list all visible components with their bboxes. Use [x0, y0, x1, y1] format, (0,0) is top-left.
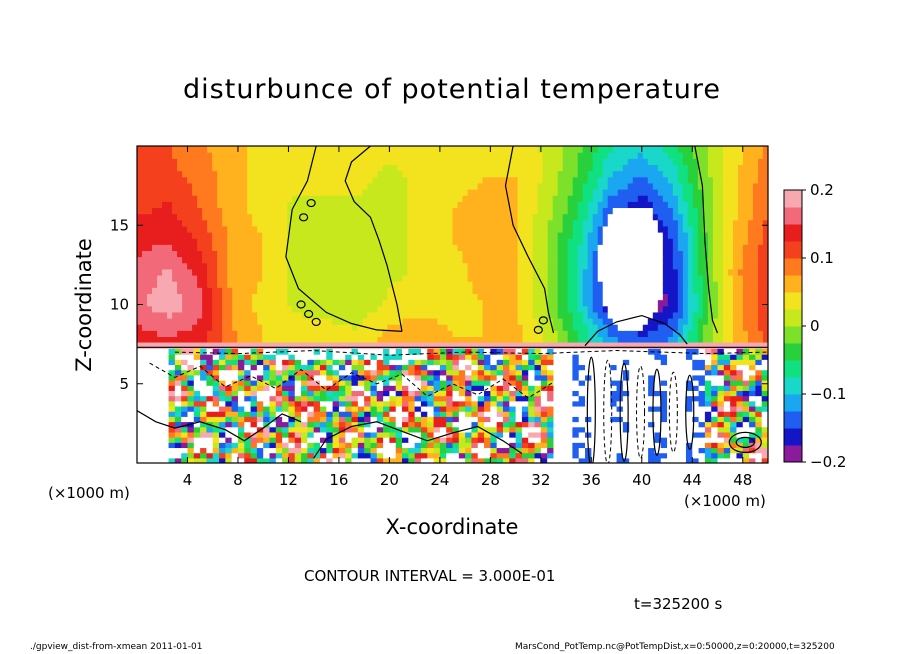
x-tick-label: 4 [183, 471, 193, 489]
colorbar-swatch [784, 292, 802, 310]
x-tick-label: 44 [683, 471, 702, 489]
colorbar-swatch [784, 428, 802, 446]
colorbar-swatch [784, 275, 802, 293]
colorbar-swatch [784, 326, 802, 344]
y-tick-label: 15 [110, 216, 129, 234]
colorbar-swatch [784, 377, 802, 395]
x-unit-note-right: (×1000 m) [684, 492, 766, 510]
colorbar-swatch [784, 258, 802, 276]
colorbar-swatch [784, 224, 802, 242]
x-tick-label: 12 [279, 471, 298, 489]
colorbar-swatch [784, 241, 802, 259]
x-tick-label: 28 [481, 471, 500, 489]
x-tick-label: 16 [329, 471, 348, 489]
x-axis-ticks: 4 8 12 16 20 24 28 32 36 40 44 48 [183, 146, 752, 489]
contour-interval-note: CONTOUR INTERVAL = 3.000E-01 [304, 567, 556, 585]
colorbar-tick-label: −0.1 [810, 385, 846, 403]
x-tick-label: 8 [233, 471, 243, 489]
colorbar-tick-label: 0.2 [810, 181, 834, 199]
colorbar-tick-label: 0.1 [810, 249, 834, 267]
chart-title: disturbunce of potential temperature [183, 74, 721, 105]
colorbar-swatch [784, 207, 802, 225]
x-unit-note-left: (×1000 m) [48, 484, 130, 502]
colorbar-swatch [784, 394, 802, 412]
y-axis-ticks: 5 10 15 [110, 216, 768, 393]
colorbar-swatch [784, 343, 802, 361]
contour-lines [137, 146, 768, 463]
colorbar-swatch [784, 445, 802, 463]
y-tick-label: 10 [110, 296, 129, 314]
y-tick-label: 5 [119, 375, 129, 393]
x-tick-label: 48 [733, 471, 752, 489]
x-tick-label: 32 [531, 471, 550, 489]
colorbar-swatch [784, 190, 802, 208]
x-tick-label: 20 [380, 471, 399, 489]
lower-turbulent-region [137, 348, 768, 463]
x-tick-label: 40 [632, 471, 651, 489]
time-note: t=325200 s [634, 595, 723, 613]
footer-right-text: MarsCond_PotTemp.nc@PotTempDist,x=0:5000… [515, 642, 835, 652]
colorbar-swatch [784, 411, 802, 429]
colorbar-swatch [784, 309, 802, 327]
heatmap-field [137, 146, 768, 349]
colorbar-tick-label: 0 [810, 317, 820, 335]
x-tick-label: 36 [582, 471, 601, 489]
colorbar: 0.2 0.1 0 −0.1 −0.2 [783, 181, 846, 471]
colorbar-tick-label: −0.2 [810, 453, 846, 471]
colorbar-swatch [784, 360, 802, 378]
x-axis-label: X-coordinate [385, 515, 519, 539]
x-tick-label: 24 [430, 471, 449, 489]
footer-left-text: ./gpview_dist-from-xmean 2011-01-01 [30, 642, 203, 652]
